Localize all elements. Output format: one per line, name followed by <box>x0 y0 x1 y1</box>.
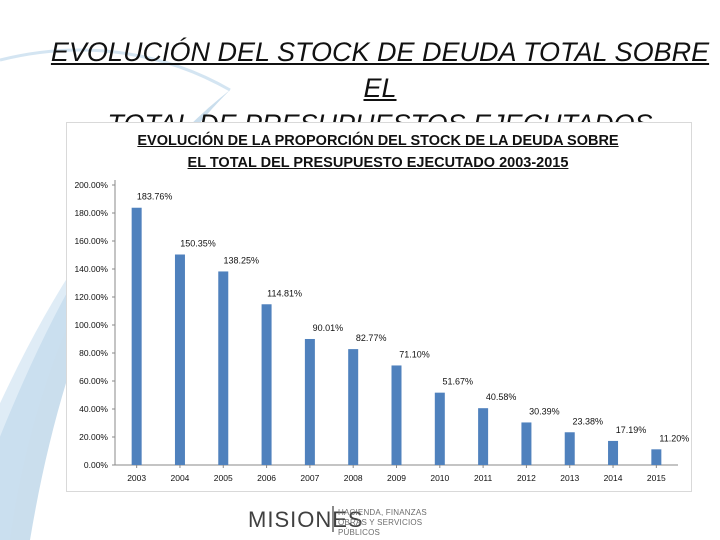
data-label: 30.39% <box>529 406 560 416</box>
bar <box>261 304 272 465</box>
y-tick-label: 80.00% <box>79 348 108 358</box>
data-label: 23.38% <box>572 416 603 426</box>
x-tick-label: 2008 <box>344 473 363 483</box>
data-label: 138.25% <box>224 255 260 265</box>
x-tick-label: 2012 <box>517 473 536 483</box>
x-tick-label: 2006 <box>257 473 276 483</box>
chart-title: EVOLUCIÓN DE LA PROPORCIÓN DEL STOCK DE … <box>66 130 690 174</box>
logo-divider <box>332 506 334 532</box>
bar <box>131 207 142 465</box>
data-label: 150.35% <box>180 239 216 249</box>
x-tick-label: 2004 <box>171 473 190 483</box>
bar <box>391 365 402 465</box>
bar <box>218 271 229 465</box>
bar <box>521 422 532 465</box>
x-tick-label: 2009 <box>387 473 406 483</box>
y-tick-label: 120.00% <box>74 292 108 302</box>
y-tick-label: 0.00% <box>84 460 109 470</box>
bar <box>304 338 315 465</box>
y-tick-label: 180.00% <box>74 208 108 218</box>
x-tick-label: 2015 <box>647 473 666 483</box>
data-label: 17.19% <box>616 425 647 435</box>
data-label: 183.76% <box>137 192 173 202</box>
bar <box>434 392 445 465</box>
bar <box>564 432 575 465</box>
data-label: 90.01% <box>313 323 344 333</box>
y-tick-label: 60.00% <box>79 376 108 386</box>
data-label: 40.58% <box>486 392 517 402</box>
x-tick-label: 2003 <box>127 473 146 483</box>
logo-subtitle: HACIENDA, FINANZAS OBRAS Y SERVICIOS PÚB… <box>338 508 448 538</box>
y-tick-label: 40.00% <box>79 404 108 414</box>
y-tick-label: 20.00% <box>79 432 108 442</box>
x-tick-label: 2010 <box>430 473 449 483</box>
y-tick-label: 140.00% <box>74 264 108 274</box>
data-label: 82.77% <box>356 333 387 343</box>
slide-title-line1: EVOLUCIÓN DEL STOCK DE DEUDA TOTAL SOBRE… <box>50 37 710 103</box>
misiones-logo: MISIONES <box>248 507 364 532</box>
x-tick-label: 2011 <box>474 473 493 483</box>
bar <box>608 440 619 465</box>
x-tick-label: 2013 <box>560 473 579 483</box>
bar <box>348 349 359 465</box>
data-label: 71.10% <box>399 349 430 359</box>
y-tick-label: 160.00% <box>74 236 108 246</box>
bar <box>651 449 662 465</box>
bar <box>478 408 489 465</box>
logo-subtitle-line2: OBRAS Y SERVICIOS PÚBLICOS <box>338 518 423 537</box>
x-tick-label: 2007 <box>300 473 319 483</box>
chart-frame <box>66 122 692 492</box>
data-label: 51.67% <box>443 377 474 387</box>
x-tick-label: 2014 <box>604 473 623 483</box>
data-label: 11.20% <box>659 433 689 443</box>
chart-title-line2: EL TOTAL DEL PRESUPUESTO EJECUTADO 2003-… <box>187 155 569 171</box>
x-tick-label: 2005 <box>214 473 233 483</box>
y-tick-label: 200.00% <box>74 180 108 190</box>
bar <box>174 254 185 465</box>
y-tick-label: 100.00% <box>74 320 108 330</box>
chart-title-line1: EVOLUCIÓN DE LA PROPORCIÓN DEL STOCK DE … <box>137 133 619 149</box>
logo-subtitle-line1: HACIENDA, FINANZAS <box>338 508 427 517</box>
data-label: 114.81% <box>267 288 302 298</box>
